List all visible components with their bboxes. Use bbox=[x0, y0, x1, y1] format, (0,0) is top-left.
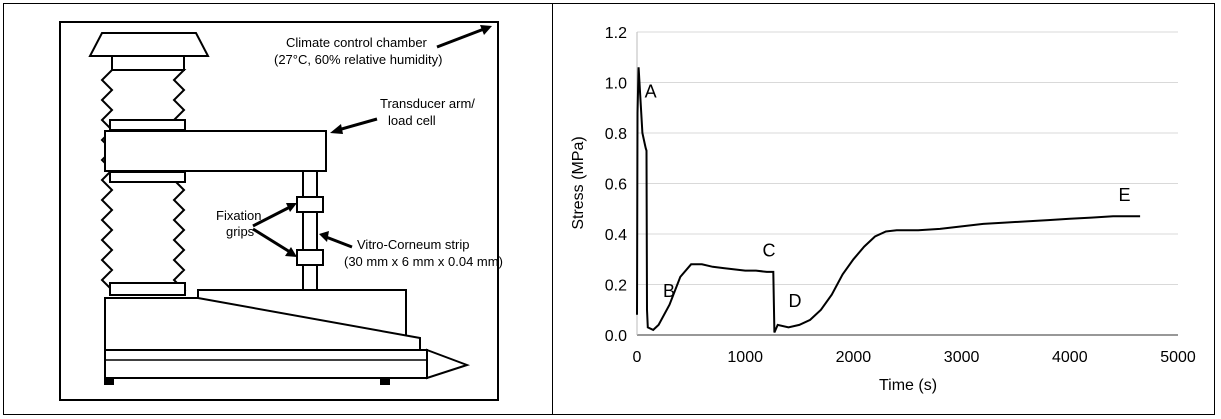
column-top-cap bbox=[88, 32, 210, 57]
transducer-arrow bbox=[337, 117, 378, 132]
chamber-label-2: (27°C, 60% relative humidity) bbox=[274, 52, 443, 67]
base-nose bbox=[426, 348, 471, 380]
chamber-arrow bbox=[436, 27, 485, 49]
corneum-strip bbox=[302, 170, 318, 292]
transducer-label-1: Transducer arm/ bbox=[380, 96, 475, 111]
base-block bbox=[104, 349, 428, 379]
upper-collar bbox=[109, 119, 186, 131]
transducer-label-2: load cell bbox=[388, 113, 436, 128]
right-foot bbox=[380, 378, 390, 385]
upper-grip-arrow bbox=[252, 205, 291, 228]
apparatus-diagram: Climate control chamber (27°C, 60% relat… bbox=[59, 21, 503, 401]
figure-frame bbox=[3, 3, 1215, 415]
cap-base bbox=[111, 55, 185, 71]
strip-label-2: (30 mm x 6 mm x 0.04 mm) bbox=[344, 254, 503, 269]
lower-collar bbox=[109, 171, 186, 183]
column-base-collar bbox=[109, 282, 186, 296]
chamber-label-1: Climate control chamber bbox=[286, 35, 428, 50]
lower-grip bbox=[296, 249, 324, 266]
strip-arrow bbox=[325, 235, 353, 249]
strip-label-1: Vitro-Corneum strip bbox=[357, 237, 469, 252]
chamber-outline bbox=[59, 21, 499, 401]
lower-grip-arrow bbox=[252, 227, 291, 254]
base-wedge bbox=[104, 297, 421, 351]
panel-divider bbox=[552, 3, 553, 415]
grips-label-2: grips bbox=[226, 224, 255, 239]
upper-grip bbox=[296, 196, 324, 213]
transducer-arm bbox=[104, 130, 327, 172]
left-foot bbox=[104, 378, 114, 385]
grips-label-1: Fixation bbox=[216, 208, 262, 223]
